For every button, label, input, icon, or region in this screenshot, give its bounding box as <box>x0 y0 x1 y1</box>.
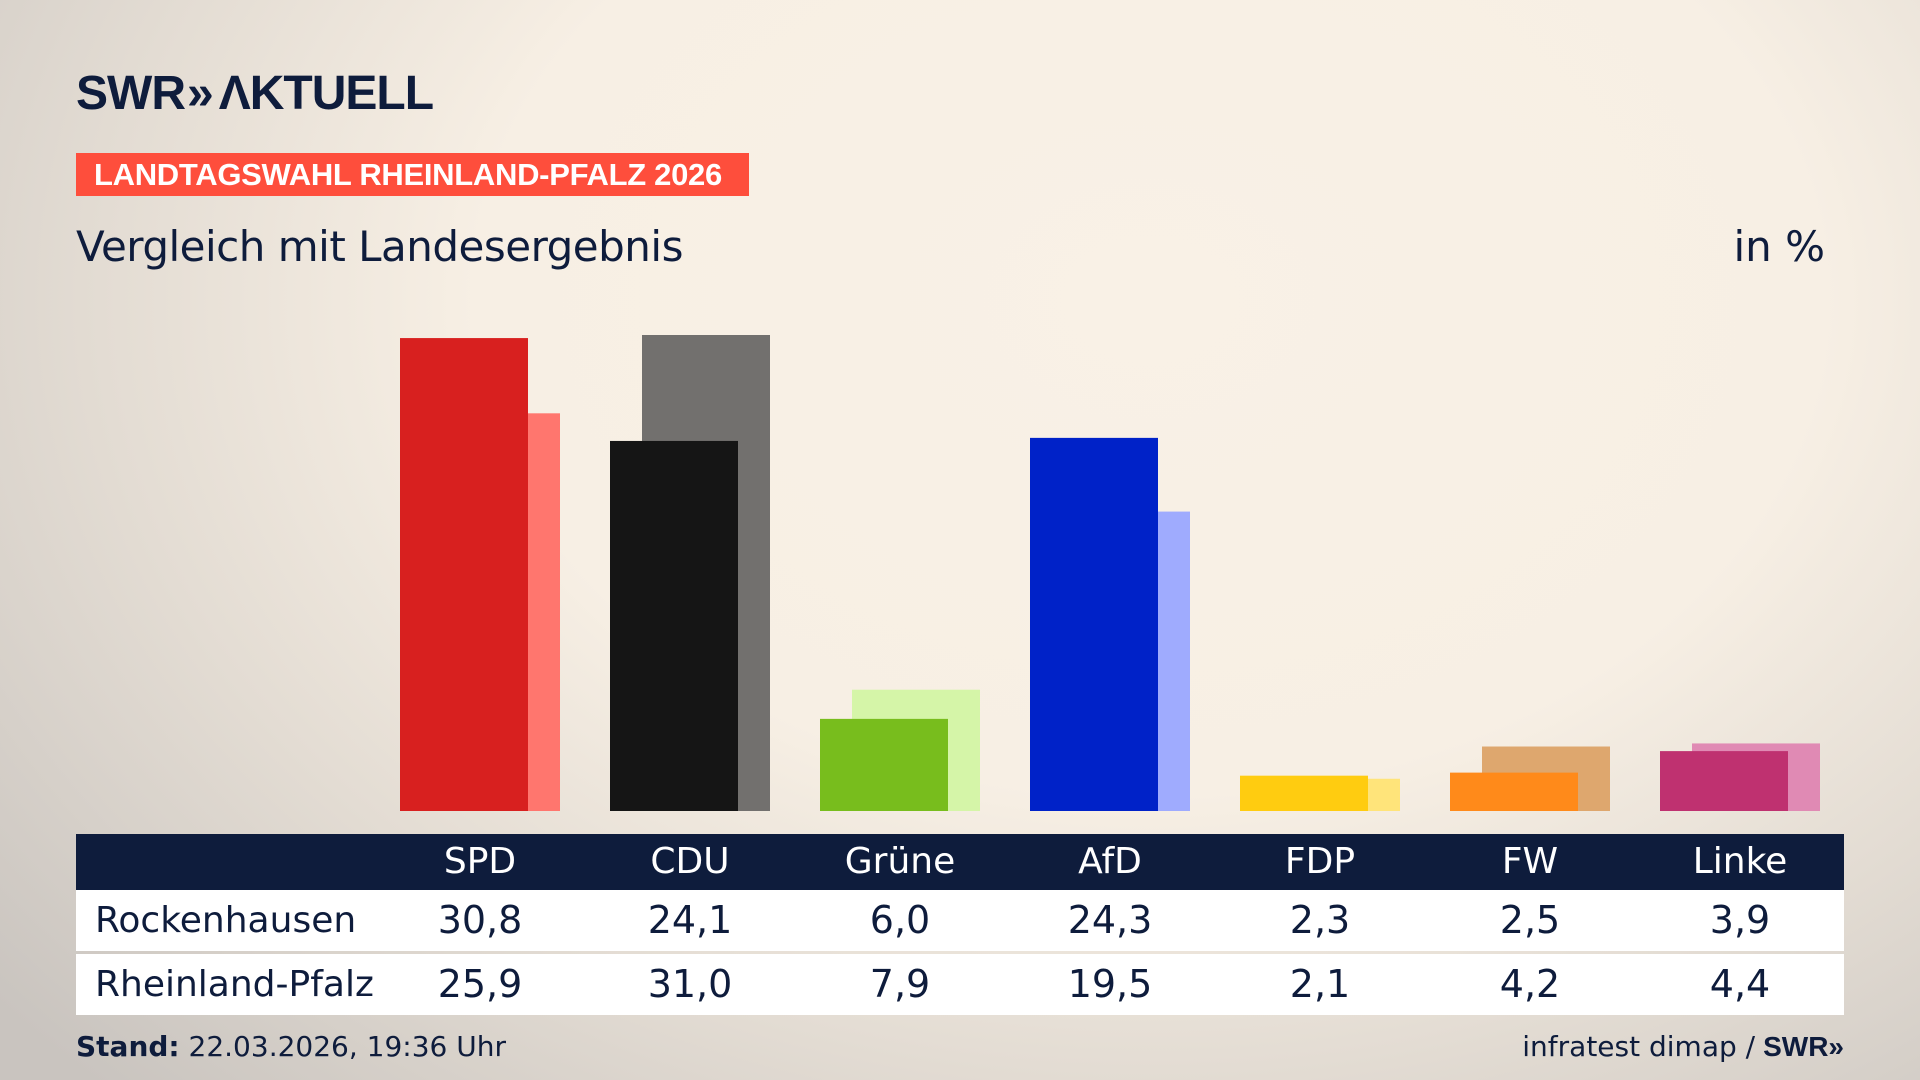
value-cell: 3,9 <box>1709 898 1771 942</box>
column-header: SPD <box>443 841 517 882</box>
table-header: SPD CDU Grüne AfD FDP FW Linke <box>76 834 1844 890</box>
table-row: Rockenhausen 30,8 24,1 6,0 24,3 2,3 2,5 3,9 <box>76 890 1844 951</box>
source-text: infratest dimap / <box>1522 1030 1756 1063</box>
value-cell: 25,9 <box>437 962 523 1006</box>
stand-label: Stand: <box>76 1030 180 1063</box>
table-row: Rheinland-Pfalz 25,9 31,0 7,9 19,5 2,1 4,2 4,4 <box>76 954 1844 1015</box>
column-header: Grüne <box>844 841 956 882</box>
election-banner: LANDTAGSWAHL RHEINLAND-PFALZ 2026 <box>76 153 749 196</box>
value-cell: 24,1 <box>647 898 733 942</box>
bar-fw-local <box>1450 772 1578 811</box>
value-cell: 2,3 <box>1289 898 1351 942</box>
stand-value: 22.03.2026, 19:36 Uhr <box>188 1030 506 1063</box>
value-cell: 31,0 <box>647 962 733 1006</box>
value-cell: 19,5 <box>1067 962 1153 1006</box>
column-header: CDU <box>650 841 730 882</box>
timestamp: Stand: 22.03.2026, 19:36 Uhr <box>76 1030 506 1063</box>
value-cell: 7,9 <box>869 962 931 1006</box>
bar-grüne-local <box>820 718 948 811</box>
column-header: AfD <box>1078 841 1142 882</box>
value-cell: 6,0 <box>869 898 931 942</box>
value-cell: 30,8 <box>437 898 523 942</box>
column-header: FW <box>1501 841 1559 882</box>
bar-linke-local <box>1660 751 1788 811</box>
swr-aktuell-logo: SWR» ΛKTUELL <box>76 66 434 120</box>
value-cell: 24,3 <box>1067 898 1153 942</box>
row-label: Rheinland-Pfalz <box>95 964 374 1005</box>
value-cell: 4,4 <box>1709 962 1771 1006</box>
value-cell: 2,1 <box>1289 962 1351 1006</box>
unit-label: in % <box>1733 222 1825 271</box>
swr-logo: SWR» <box>1763 1030 1844 1062</box>
chart-subtitle: Vergleich mit Landesergebnis <box>76 222 683 271</box>
column-header: Linke <box>1692 841 1788 882</box>
value-cell: 4,2 <box>1499 962 1561 1006</box>
bar-afd-local <box>1030 437 1158 811</box>
bar-fdp-local <box>1240 775 1368 811</box>
bar-spd-local <box>400 338 528 811</box>
bar-cdu-local <box>610 440 738 811</box>
value-cell: 2,5 <box>1499 898 1561 942</box>
row-label: Rockenhausen <box>95 900 357 941</box>
source: infratest dimap / SWR» <box>1522 1030 1844 1063</box>
column-header: FDP <box>1284 841 1356 882</box>
